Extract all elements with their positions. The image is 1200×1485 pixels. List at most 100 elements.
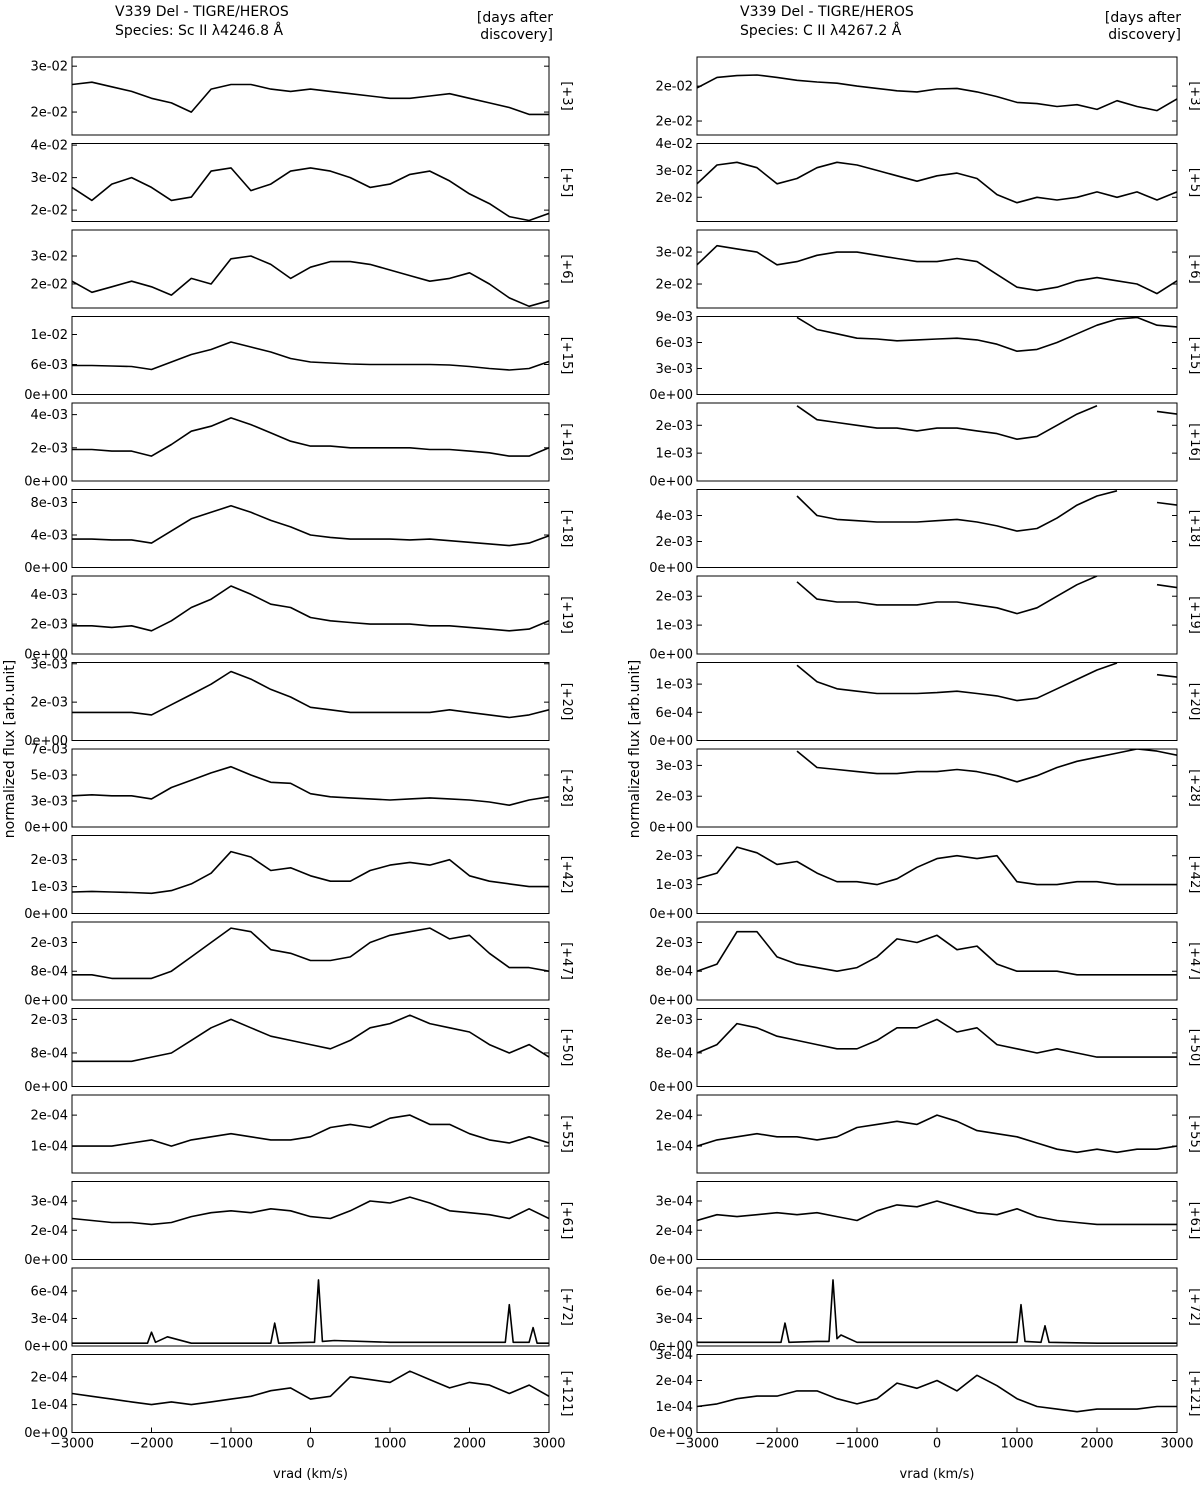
x-tick-label: 1000 xyxy=(1000,1437,1033,1452)
y-tick-label: 5e-03 xyxy=(30,769,68,784)
panel-frame xyxy=(71,1181,550,1260)
y-tick-label: 4e-03 xyxy=(655,509,693,524)
y-tick-label: 0e+00 xyxy=(649,648,693,663)
panel-label: [+18] xyxy=(1187,510,1200,548)
y-tick-label: 3e-02 xyxy=(30,60,68,75)
spectrum-line xyxy=(72,167,549,222)
y-tick-label: 7e-03 xyxy=(30,743,68,758)
y-tick-label: 0e+00 xyxy=(24,648,68,663)
y-tick-label: 0e+00 xyxy=(649,388,693,403)
panel-frame xyxy=(71,489,550,568)
spectrum-line xyxy=(72,1370,549,1406)
panel-frame xyxy=(71,921,550,1001)
x-tick-label: −1000 xyxy=(835,1437,879,1452)
annotation: [days after discovery] xyxy=(476,10,553,43)
spectrum-line xyxy=(72,255,549,308)
y-tick-label: 6e-03 xyxy=(30,358,68,373)
chart-subtitle: Species: C II λ4267.2 Å xyxy=(740,22,902,39)
y-tick-label: 3e-02 xyxy=(30,171,68,186)
panel-frame xyxy=(696,748,1178,828)
spectrum-line xyxy=(72,417,549,457)
spectrum-line xyxy=(72,765,549,806)
spectrum-line xyxy=(697,74,1177,112)
y-tick-label: 2e-02 xyxy=(30,204,68,219)
y-tick-label: 3e-04 xyxy=(655,1312,693,1327)
x-tick-label: −3000 xyxy=(50,1437,94,1452)
panel-label: [+28] xyxy=(559,769,574,807)
spectrum-line xyxy=(72,1114,549,1147)
panel-frame xyxy=(696,1094,1178,1174)
y-tick-label: 1e-03 xyxy=(655,619,693,634)
panel-frame xyxy=(71,402,550,482)
spectrum-line xyxy=(697,1018,1177,1058)
y-tick-label: 2e-03 xyxy=(655,535,693,550)
panel-frame xyxy=(696,1354,1178,1433)
panel-frame xyxy=(696,835,1178,914)
y-tick-label: 2e-04 xyxy=(655,1224,693,1239)
x-tick-label: −1000 xyxy=(209,1437,253,1452)
y-tick-label: 1e-03 xyxy=(30,880,68,895)
x-tick-label: 2000 xyxy=(453,1437,486,1452)
panel-label: [+19] xyxy=(1187,596,1200,634)
panel-label: [+5] xyxy=(559,168,574,197)
spectrum-line xyxy=(697,846,1177,886)
panel-frame xyxy=(71,1094,550,1174)
y-tick-label: 1e-04 xyxy=(30,1140,68,1155)
chart-title: V339 Del - TIGRE/HEROS xyxy=(115,4,289,20)
y-tick-label: 2e-03 xyxy=(655,936,693,951)
spectrum-line xyxy=(697,1200,1177,1226)
y-tick-label: 6e-04 xyxy=(655,1284,693,1299)
spectrum-line xyxy=(72,1196,549,1226)
y-tick-label: 3e-02 xyxy=(655,246,693,261)
panel-frame xyxy=(696,575,1178,655)
panel-frame xyxy=(696,56,1178,136)
panel-frame xyxy=(696,1267,1178,1347)
y-tick-label: 0e+00 xyxy=(24,994,68,1009)
panel-label: [+16] xyxy=(1187,423,1200,461)
panel-label: [+61] xyxy=(559,1202,574,1240)
y-tick-label: 8e-04 xyxy=(655,965,693,980)
panel-frame xyxy=(71,1354,550,1433)
y-tick-label: 0e+00 xyxy=(649,1253,693,1268)
panel-label: [+55] xyxy=(1187,1115,1200,1153)
panel-label: [+18] xyxy=(559,510,574,548)
panel-label: [+5] xyxy=(1187,168,1200,197)
y-tick-label: 0e+00 xyxy=(649,1080,693,1095)
x-tick-label: 0 xyxy=(933,1437,941,1452)
spectrum-line xyxy=(72,81,549,116)
y-axis-label: normalized flux [arb.unit] xyxy=(2,660,18,838)
y-tick-label: 2e-03 xyxy=(30,936,68,951)
panel-frame xyxy=(71,1267,550,1347)
y-tick-label: 2e-03 xyxy=(655,849,693,864)
spectrum-line xyxy=(796,749,1177,783)
y-tick-label: 1e-04 xyxy=(655,1140,693,1155)
y-tick-label: 2e-03 xyxy=(30,696,68,711)
panel-label: [+20] xyxy=(559,683,574,721)
y-tick-label: 6e-03 xyxy=(655,336,693,351)
y-tick-label: 2e-03 xyxy=(30,853,68,868)
y-tick-label: 2e-04 xyxy=(30,1224,68,1239)
panel-frame xyxy=(696,229,1178,309)
y-tick-label: 2e-02 xyxy=(655,191,693,206)
panel-label: [+20] xyxy=(1187,683,1200,721)
panel-frame xyxy=(696,1008,1178,1087)
y-tick-label: 3e-04 xyxy=(655,1195,693,1210)
annotation: [days after discovery] xyxy=(1104,10,1181,43)
panel-label: [+121] xyxy=(559,1371,574,1417)
y-tick-label: 2e-03 xyxy=(30,1013,68,1028)
panel-label: [+3] xyxy=(559,81,574,110)
y-tick-label: 8e-04 xyxy=(655,1046,693,1061)
y-tick-label: 2e-03 xyxy=(30,618,68,633)
panel-label: [+19] xyxy=(559,596,574,634)
x-tick-label: 1000 xyxy=(373,1437,406,1452)
y-tick-label: 9e-03 xyxy=(655,310,693,325)
y-tick-label: 0e+00 xyxy=(649,1340,693,1355)
panel-label: [+42] xyxy=(559,856,574,894)
y-tick-label: 8e-04 xyxy=(30,1046,68,1061)
spectrum-line xyxy=(697,930,1177,976)
y-tick-label: 0e+00 xyxy=(24,1253,68,1268)
y-tick-label: 0e+00 xyxy=(24,561,68,576)
panel-frame xyxy=(71,56,550,136)
spectrum-line xyxy=(697,1114,1177,1154)
